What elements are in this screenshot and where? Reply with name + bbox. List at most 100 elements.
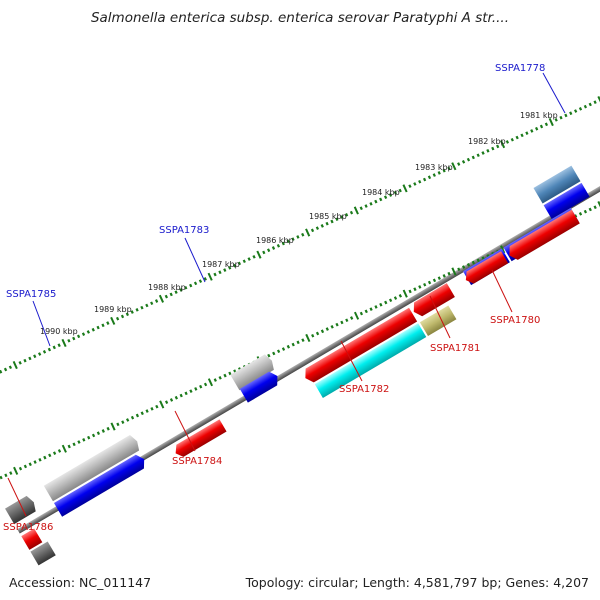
outer-scale-tick [476, 153, 480, 158]
outer-scale-tick [296, 235, 300, 239]
outer-scale-tick [86, 330, 90, 334]
inner-scale-tick [437, 276, 441, 280]
outer-scale-tick [223, 268, 227, 272]
outer-scale-tick [198, 279, 203, 283]
gene-label-sspa1785[interactable]: SSPA1785 [6, 289, 56, 300]
inner-scale-tick [179, 393, 183, 398]
outer-scale-tick [569, 111, 573, 116]
inner-scale-tick [272, 351, 276, 356]
gene-label-sspa1782[interactable]: SSPA1782 [339, 384, 389, 395]
outer-scale-tick [203, 277, 207, 281]
gene-label-sspa1781[interactable]: SSPA1781 [430, 343, 480, 354]
gene-feature-sspa1785-blue[interactable] [53, 452, 148, 517]
inner-scale-tick [379, 302, 383, 307]
inner-scale-tick [442, 274, 446, 278]
outer-scale-tick [457, 162, 461, 166]
leader-sspa1782 [340, 340, 363, 382]
inner-scale-tick [353, 311, 360, 320]
outer-scale-tick [383, 195, 388, 200]
outer-scale-tick [442, 168, 446, 173]
outer-scale-tick [267, 248, 271, 253]
outer-scale-tick [130, 310, 134, 314]
outer-scale-tick [548, 117, 554, 127]
outer-scale-tick [276, 243, 281, 248]
gene-label-sspa1778[interactable]: SSPA1778 [495, 63, 545, 74]
scale-labels: 1981 kbp 1982 kbp 1983 kbp 1984 kbp 1985… [40, 111, 558, 336]
gene-feature-sspa1781-olive[interactable] [419, 305, 457, 337]
inner-scale-tick [52, 451, 57, 455]
inner-scale-tick [388, 298, 393, 303]
gene-feature-sspa1783-blue[interactable] [239, 369, 282, 403]
gene-label-sspa1780[interactable]: SSPA1780 [490, 315, 540, 326]
inner-scale-tick [593, 205, 597, 210]
outer-scale-tick [135, 308, 139, 312]
outer-scale-tick [38, 352, 42, 356]
gene-label-sspa1784[interactable]: SSPA1784 [172, 456, 222, 467]
outer-scale-tick [398, 188, 402, 193]
outer-scale-tick [520, 133, 524, 138]
outer-scale-tick [388, 193, 393, 197]
inner-scale-tick [121, 420, 125, 424]
leader-sspa1783 [184, 237, 206, 283]
inner-scale-tick [77, 440, 81, 444]
gene-feature-sspa1786-outer[interactable] [5, 494, 38, 525]
inner-scale-tick [174, 395, 178, 400]
gene-feature-sspa1780-red-a[interactable] [462, 251, 509, 286]
inner-scale-tick [106, 426, 110, 431]
outer-scale-tick [461, 160, 466, 164]
gene-feature-sspa1778-blue[interactable] [543, 182, 590, 220]
outer-scale-tick [413, 182, 417, 186]
outer-scale-tick [179, 288, 183, 292]
outer-scale-tick [359, 206, 363, 211]
gene-feature-sspa1782-cyan[interactable] [314, 323, 427, 398]
outer-scale-tick [169, 292, 173, 297]
outer-scale-tick [525, 131, 529, 135]
gene-label-sspa1783[interactable]: SSPA1783 [159, 225, 209, 236]
outer-scale-tick [145, 303, 149, 308]
outer-scale-tick [52, 345, 56, 350]
outer-scale-tick [515, 135, 519, 140]
scale-label-1984: 1984 kbp [362, 188, 400, 197]
inner-scale-tick [311, 333, 315, 338]
outer-scale-tick [101, 323, 105, 328]
gene-feature-sspa1778-outer[interactable] [533, 165, 581, 204]
inner-scale-tick [218, 376, 222, 380]
outer-scale-tick [33, 354, 37, 359]
inner-scale-tick [423, 282, 427, 287]
outer-scale-tick [481, 151, 485, 155]
outer-scale-tick [335, 217, 339, 222]
inner-scale-tick [281, 347, 286, 351]
outer-scale-tick [491, 146, 495, 151]
inner-scale-tick [18, 466, 23, 471]
outer-scale-tick [218, 270, 222, 275]
outer-scale-tick [106, 321, 110, 325]
gene-feature-sspa1783-outer[interactable] [230, 353, 276, 391]
outer-scale-tick [0, 369, 3, 374]
gene-feature-sspa1785-outer[interactable] [43, 433, 142, 502]
outer-scale-tick [364, 204, 368, 208]
outer-scale-tick [8, 365, 13, 370]
outer-scale-tick [115, 316, 120, 321]
inner-scale-tick [130, 415, 135, 420]
gene-label-sspa1786[interactable]: SSPA1786 [3, 522, 53, 533]
outer-scale-tick [583, 104, 588, 109]
outer-scale-tick [496, 144, 500, 149]
gene-feature-sspa1786-red[interactable] [21, 528, 43, 550]
outer-scale-tick [271, 246, 276, 250]
inner-scale-tick [189, 389, 193, 393]
inner-scale-tick [159, 400, 165, 409]
scale-label-1989: 1989 kbp [94, 305, 132, 314]
outer-scale-tick [174, 290, 178, 294]
outer-scale-tick [207, 272, 213, 281]
gene-feature-sspa1786-dark[interactable] [30, 541, 56, 566]
gene-feature-sspa1784-red[interactable] [172, 419, 227, 459]
gene-feature-sspa1781-red[interactable] [410, 283, 455, 319]
outer-scale-tick [120, 314, 125, 319]
gene-feature-sspa1782-red[interactable] [301, 307, 418, 385]
outer-scale-tick [76, 334, 81, 339]
inner-scale-tick [43, 455, 47, 460]
outer-scale-tick [247, 257, 251, 261]
gene-feature-sspa1780-red-b[interactable] [505, 209, 580, 263]
inner-scale-tick [315, 331, 320, 336]
inner-scale-tick [398, 294, 402, 298]
